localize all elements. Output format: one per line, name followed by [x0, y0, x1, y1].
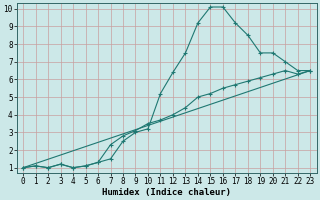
X-axis label: Humidex (Indice chaleur): Humidex (Indice chaleur) [102, 188, 231, 197]
